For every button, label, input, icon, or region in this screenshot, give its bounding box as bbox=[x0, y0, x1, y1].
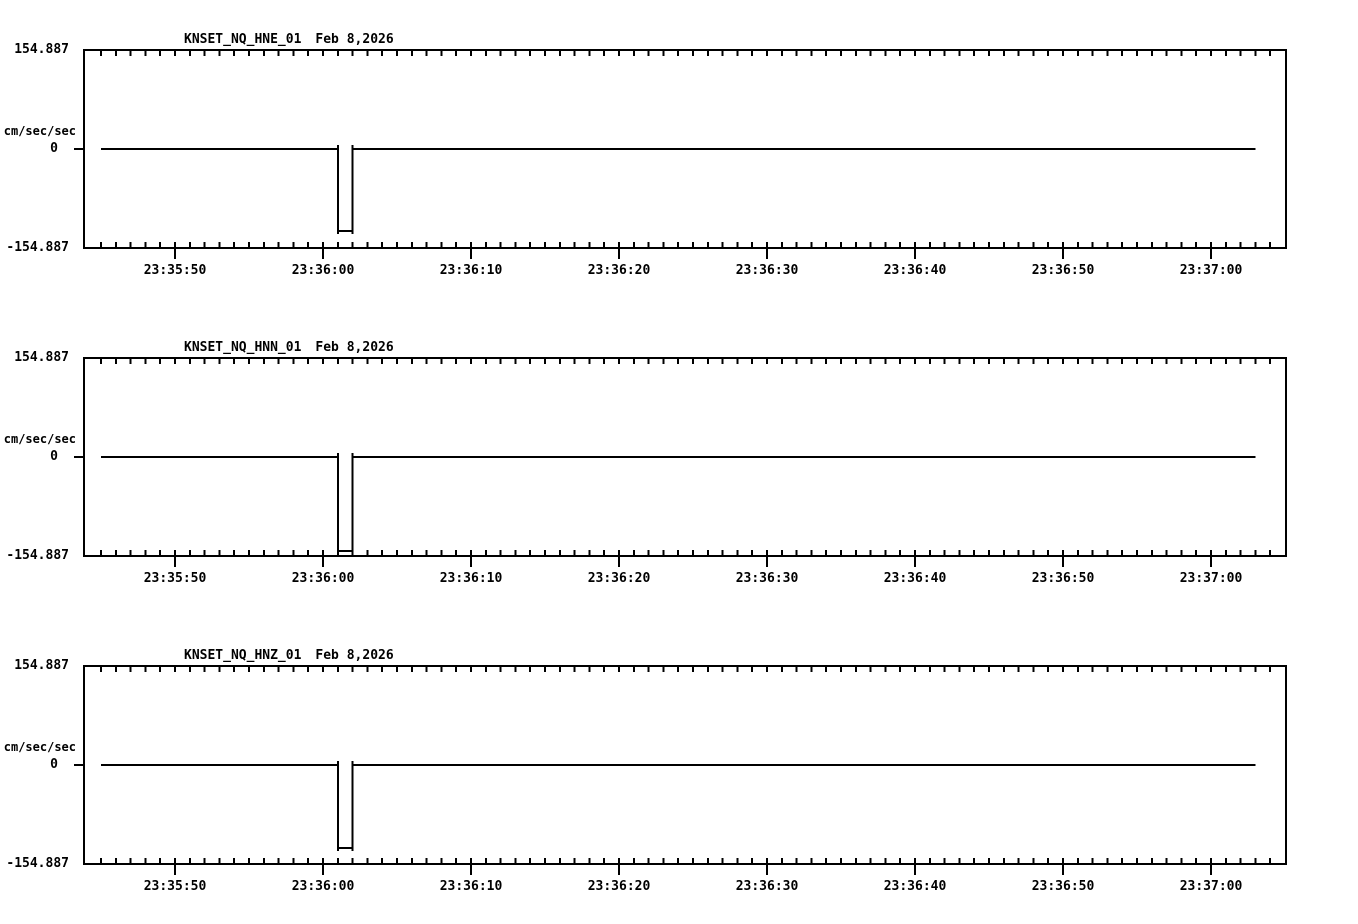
time-tick-label: 23:36:50 bbox=[1031, 879, 1095, 894]
y-axis-max-label: 154.887 bbox=[14, 42, 69, 57]
waveform-plot bbox=[74, 49, 1287, 259]
time-tick-label: 23:36:50 bbox=[1031, 263, 1095, 278]
time-tick-label: 23:35:50 bbox=[143, 879, 207, 894]
y-axis-zero-label: 0 bbox=[50, 757, 58, 772]
y-axis-min-label: -154.887 bbox=[6, 856, 69, 871]
time-tick-label: 23:36:40 bbox=[883, 879, 947, 894]
x-axis-labels: 23:35:50 23:36:00 23:36:10 23:36:20 23:36:30… bbox=[0, 308, 1358, 616]
waveform-trace bbox=[101, 453, 1256, 554]
x-axis-labels: 23:35:50 23:36:00 23:36:10 23:36:20 23:36:30… bbox=[0, 0, 1358, 308]
time-tick-label: 23:36:30 bbox=[735, 879, 799, 894]
y-axis-zero-label: 0 bbox=[50, 449, 58, 464]
y-axis-units-label: cm/sec/sec bbox=[3, 740, 76, 754]
waveform-trace bbox=[101, 145, 1256, 234]
waveform-plot bbox=[74, 357, 1287, 567]
panel-title: KNSET_NQ_HNN_01 Feb 8,2026 bbox=[184, 339, 394, 356]
trace-id-label: KNSET_NQ_HNZ_01 bbox=[184, 648, 302, 663]
panel-title: KNSET_NQ_HNE_01 Feb 8,2026 bbox=[184, 31, 394, 48]
time-tick-label: 23:36:20 bbox=[587, 263, 651, 278]
y-axis-max-label: 154.887 bbox=[14, 350, 69, 365]
panel-title: KNSET_NQ_HNZ_01 Feb 8,2026 bbox=[184, 647, 394, 664]
time-tick-label: 23:36:10 bbox=[439, 263, 503, 278]
y-axis-min-label: -154.887 bbox=[6, 548, 69, 563]
waveform-trace bbox=[101, 761, 1256, 852]
time-tick-label: 23:36:20 bbox=[587, 571, 651, 586]
y-axis-min-label: -154.887 bbox=[6, 240, 69, 255]
trace-date-label: Feb 8,2026 bbox=[315, 648, 394, 663]
y-axis-units-label: cm/sec/sec bbox=[3, 124, 76, 138]
y-axis-max-label: 154.887 bbox=[14, 658, 69, 673]
time-tick-label: 23:36:40 bbox=[883, 263, 947, 278]
time-tick-label: 23:36:30 bbox=[735, 263, 799, 278]
trace-id-label: KNSET_NQ_HNN_01 bbox=[184, 340, 302, 355]
time-tick-label: 23:36:00 bbox=[291, 879, 355, 894]
trace-date-label: Feb 8,2026 bbox=[315, 32, 394, 47]
waveform-plot bbox=[74, 665, 1287, 875]
time-tick-label: 23:36:50 bbox=[1031, 571, 1095, 586]
time-tick-label: 23:36:30 bbox=[735, 571, 799, 586]
time-tick-label: 23:37:00 bbox=[1179, 571, 1243, 586]
time-tick-label: 23:36:10 bbox=[439, 571, 503, 586]
time-tick-label: 23:36:00 bbox=[291, 571, 355, 586]
y-axis-units-label: cm/sec/sec bbox=[3, 432, 76, 446]
time-tick-label: 23:37:00 bbox=[1179, 879, 1243, 894]
trace-id-label: KNSET_NQ_HNE_01 bbox=[184, 32, 302, 47]
seismogram-panel-hnz: KNSET_NQ_HNZ_01 Feb 8,2026 154.887 cm/se… bbox=[0, 616, 1358, 924]
time-tick-label: 23:36:00 bbox=[291, 263, 355, 278]
time-tick-label: 23:36:20 bbox=[587, 879, 651, 894]
time-tick-label: 23:35:50 bbox=[143, 571, 207, 586]
time-tick-label: 23:36:10 bbox=[439, 879, 503, 894]
seismogram-panel-hnn: KNSET_NQ_HNN_01 Feb 8,2026 154.887 cm/se… bbox=[0, 308, 1358, 616]
trace-date-label: Feb 8,2026 bbox=[315, 340, 394, 355]
seismogram-panel-hne: KNSET_NQ_HNE_01 Feb 8,2026 154.887 cm/se… bbox=[0, 0, 1358, 308]
x-axis-labels: 23:35:50 23:36:00 23:36:10 23:36:20 23:36:30… bbox=[0, 616, 1358, 924]
time-tick-label: 23:37:00 bbox=[1179, 263, 1243, 278]
time-tick-label: 23:35:50 bbox=[143, 263, 207, 278]
y-axis-zero-label: 0 bbox=[50, 141, 58, 156]
time-tick-label: 23:36:40 bbox=[883, 571, 947, 586]
